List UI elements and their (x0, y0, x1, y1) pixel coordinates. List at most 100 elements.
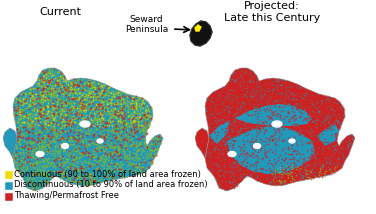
Point (46, 115, 52, 118)
Point (143, 107, 149, 111)
Point (279, 122, 285, 125)
Point (45, 92, 52, 96)
Point (248, 98, 254, 102)
Point (88, 92, 94, 96)
Point (109, 155, 115, 159)
Point (50, 118, 56, 122)
Point (270, 139, 276, 142)
Point (89, 180, 96, 184)
Point (49, 113, 55, 116)
Point (272, 109, 278, 113)
Point (316, 109, 322, 112)
Point (306, 148, 312, 152)
Point (108, 129, 114, 132)
Point (249, 139, 255, 142)
Point (229, 141, 235, 144)
Point (231, 158, 237, 161)
Point (220, 101, 226, 104)
Point (286, 139, 292, 142)
Point (94, 109, 100, 113)
Point (229, 121, 235, 125)
Point (32, 95, 38, 99)
Point (224, 84, 230, 87)
Point (244, 160, 250, 163)
Point (40, 74, 46, 77)
Point (296, 134, 302, 137)
Point (335, 157, 341, 160)
Point (106, 143, 112, 147)
Point (277, 84, 283, 87)
Point (259, 86, 265, 89)
Point (50, 82, 56, 86)
Point (269, 79, 275, 82)
Point (312, 171, 318, 175)
Point (108, 95, 114, 98)
Point (97, 118, 103, 122)
Point (241, 118, 247, 121)
Point (288, 172, 294, 176)
Point (212, 103, 218, 107)
Point (294, 146, 300, 150)
Point (156, 135, 162, 139)
Point (249, 90, 255, 94)
Point (27, 163, 33, 166)
Point (238, 131, 244, 135)
Point (257, 110, 263, 113)
Point (331, 144, 337, 147)
Point (146, 113, 152, 117)
Point (35, 78, 41, 81)
Point (26, 125, 32, 128)
Point (279, 107, 285, 111)
Point (54, 132, 60, 135)
Point (256, 116, 262, 119)
Polygon shape (195, 128, 209, 158)
Point (66, 108, 72, 111)
Point (256, 123, 262, 126)
Point (37, 103, 43, 107)
Point (96, 87, 102, 90)
Point (253, 76, 259, 79)
Point (98, 143, 104, 146)
Point (80, 165, 86, 168)
Point (47, 88, 53, 92)
Point (246, 101, 252, 105)
Point (20, 110, 26, 114)
Point (146, 148, 152, 151)
Point (257, 149, 263, 152)
Point (247, 173, 253, 176)
Point (38, 168, 44, 171)
Point (287, 117, 293, 120)
Point (96, 102, 102, 105)
Point (311, 154, 317, 157)
Point (233, 129, 240, 132)
Point (12, 99, 18, 103)
Point (105, 109, 111, 113)
Point (277, 98, 284, 102)
Point (264, 114, 270, 118)
Point (219, 143, 225, 146)
Point (49, 68, 55, 71)
Point (289, 110, 295, 113)
Point (80, 114, 86, 117)
Point (204, 98, 210, 102)
Point (44, 180, 50, 183)
Point (96, 166, 102, 169)
Point (106, 90, 112, 94)
Point (203, 107, 209, 111)
Point (322, 169, 328, 173)
Point (271, 80, 277, 83)
Point (103, 125, 109, 129)
Point (117, 114, 123, 117)
Point (271, 128, 277, 131)
Point (305, 178, 311, 181)
Point (206, 111, 212, 115)
Point (132, 168, 138, 172)
Point (43, 104, 49, 107)
Point (220, 117, 226, 121)
Point (74, 124, 80, 128)
Point (67, 91, 73, 95)
Point (49, 111, 55, 114)
Point (16, 104, 22, 108)
Point (79, 161, 85, 165)
Point (300, 160, 306, 164)
